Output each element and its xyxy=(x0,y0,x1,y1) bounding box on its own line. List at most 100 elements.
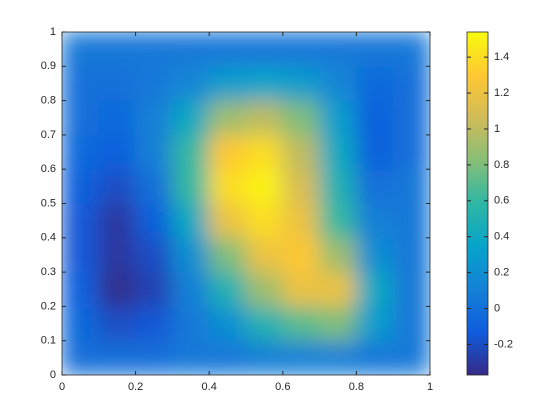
heat-cell xyxy=(245,65,284,102)
y-tick-label: 0.6 xyxy=(41,163,56,175)
heat-cell xyxy=(282,340,321,375)
heat-cell xyxy=(98,100,137,136)
heat-cell xyxy=(171,168,210,204)
heat-cell xyxy=(171,100,210,136)
heat-cell xyxy=(135,203,173,239)
x-tick-label: 0.4 xyxy=(202,381,217,393)
x-tick-label: 0.2 xyxy=(128,381,143,393)
y-tick-label: 0.1 xyxy=(41,335,56,347)
heat-cell xyxy=(208,203,247,239)
heat-cell xyxy=(319,168,357,204)
heat-cell xyxy=(208,65,247,102)
colorbar-tick-label: 0 xyxy=(494,302,500,314)
heat-cell xyxy=(355,65,394,102)
heat-cell xyxy=(282,271,321,307)
heat-cell xyxy=(392,237,430,273)
heat-cell xyxy=(62,237,100,273)
heat-cell xyxy=(98,32,137,67)
heat-cell xyxy=(355,203,394,239)
y-tick-label: 0.8 xyxy=(41,95,56,107)
heat-cell xyxy=(208,271,247,307)
heat-cell xyxy=(355,168,394,204)
heat-cell xyxy=(98,203,137,239)
heat-cell xyxy=(355,237,394,273)
heat-cell xyxy=(245,134,284,170)
y-tick-label: 1 xyxy=(50,26,56,38)
heat-cell xyxy=(392,65,430,102)
heat-cell xyxy=(98,134,137,170)
heat-cell xyxy=(62,305,100,342)
heat-cell xyxy=(208,237,247,273)
y-tick-label: 0.9 xyxy=(41,60,56,72)
heat-cell xyxy=(319,340,357,375)
x-tick-label: 0.8 xyxy=(349,381,364,393)
heat-cell xyxy=(98,168,137,204)
heat-cell xyxy=(98,305,137,342)
heat-cell xyxy=(135,340,173,375)
y-tick-label: 0.5 xyxy=(41,197,56,209)
heat-cell xyxy=(392,168,430,204)
heat-cell xyxy=(208,340,247,375)
heat-cell xyxy=(319,237,357,273)
heat-cell xyxy=(392,134,430,170)
colorbar-tick-label: -0.2 xyxy=(494,338,513,350)
x-tick-label: 0.6 xyxy=(275,381,290,393)
heat-cell xyxy=(245,271,284,307)
heat-cell xyxy=(245,100,284,136)
heat-cell xyxy=(282,65,321,102)
colorbar-tick-label: 1.2 xyxy=(494,87,509,99)
heat-cell xyxy=(98,271,137,307)
x-tick-label: 0 xyxy=(59,381,65,393)
heat-cell xyxy=(208,100,247,136)
heat-cell xyxy=(355,305,394,342)
y-tick-label: 0 xyxy=(50,369,56,381)
heat-cell xyxy=(62,134,100,170)
heat-cell xyxy=(62,203,100,239)
colorbar xyxy=(466,31,489,376)
heat-cell xyxy=(392,32,430,67)
heat-cell xyxy=(135,32,173,67)
heat-cell xyxy=(392,203,430,239)
heat-cell xyxy=(98,237,137,273)
y-tick-label: 0.4 xyxy=(41,232,56,244)
heat-cell xyxy=(208,168,247,204)
heat-cell xyxy=(98,65,137,102)
heat-cell xyxy=(171,271,210,307)
heat-cell xyxy=(245,237,284,273)
heat-cell xyxy=(355,32,394,67)
heat-cell xyxy=(62,168,100,204)
y-tick-label: 0.3 xyxy=(41,266,56,278)
heat-cell xyxy=(171,32,210,67)
heat-cell xyxy=(171,134,210,170)
heat-cell xyxy=(355,340,394,375)
colorbar-tick-label: 1 xyxy=(494,123,500,135)
heat-cell xyxy=(319,32,357,67)
heat-cell xyxy=(135,100,173,136)
heat-cell xyxy=(98,340,137,375)
heat-cell xyxy=(245,168,284,204)
heat-cell xyxy=(62,32,100,67)
heat-cell xyxy=(392,340,430,375)
heat-cell xyxy=(392,271,430,307)
heat-cell xyxy=(282,237,321,273)
heat-cell xyxy=(282,100,321,136)
heat-cell xyxy=(245,340,284,375)
y-tick-label: 0.2 xyxy=(41,300,56,312)
heat-cell xyxy=(171,203,210,239)
heat-cell xyxy=(319,271,357,307)
colorbar-tick-label: 0.8 xyxy=(494,159,509,171)
heat-cell xyxy=(319,134,357,170)
x-tick-label: 1 xyxy=(427,381,433,393)
colorbar-tick-label: 1.4 xyxy=(494,51,509,63)
heat-cell xyxy=(62,65,100,102)
heat-cell xyxy=(392,305,430,342)
heat-cell xyxy=(62,340,100,375)
colorbar-tick-label: 0.2 xyxy=(494,267,509,279)
heat-cell xyxy=(135,237,173,273)
heat-cell xyxy=(282,134,321,170)
heat-cell xyxy=(355,271,394,307)
heat-cell xyxy=(171,340,210,375)
colorbar-tick-label: 0.4 xyxy=(494,231,509,243)
heat-cell xyxy=(245,305,284,342)
